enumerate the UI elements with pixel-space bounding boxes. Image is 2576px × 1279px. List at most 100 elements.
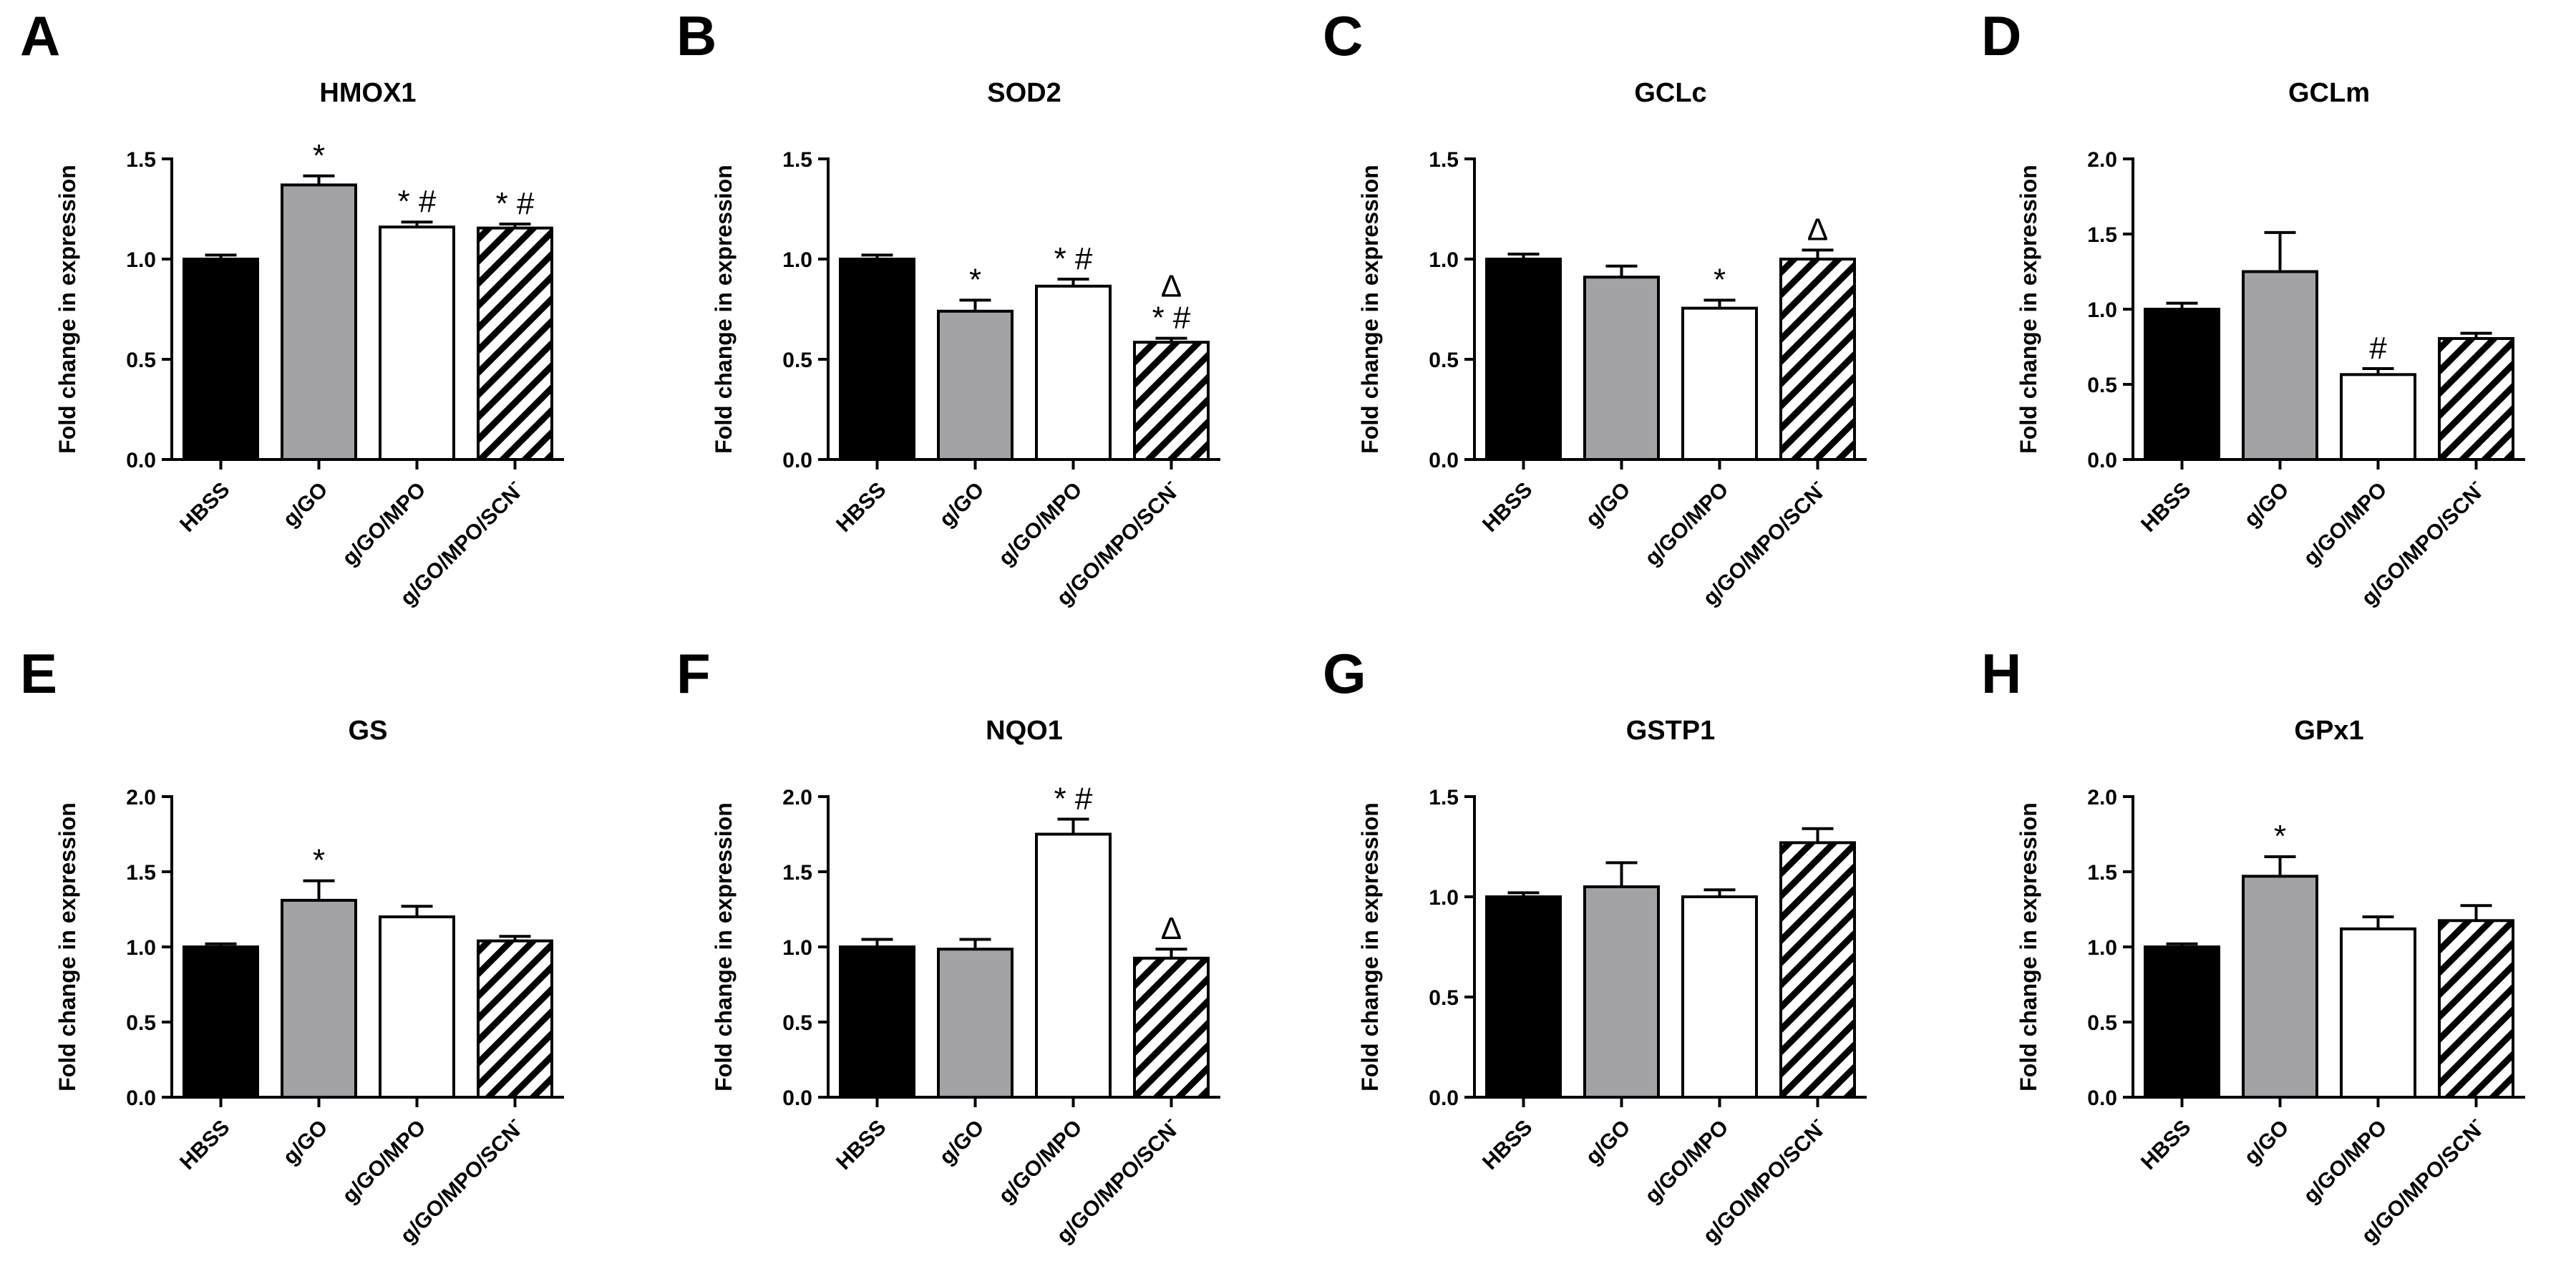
x-tick-label-superscript: -	[1160, 474, 1177, 490]
bar-2	[1583, 276, 1660, 462]
y-tick-label: 1.5	[126, 148, 156, 172]
x-tick-label: g/GO/MPO	[994, 1116, 1087, 1208]
bar-3	[2340, 373, 2416, 461]
y-tick-label: 1.0	[2087, 298, 2117, 322]
chart-panel-e: E GS Fold change in expression * 0.0 0.5 1.0 1.…	[20, 642, 564, 1248]
y-tick-label: 2.0	[126, 786, 156, 809]
y-tick-label: 1.5	[1429, 148, 1459, 172]
y-tick-label: 0.5	[1429, 349, 1459, 372]
y-tick-label: 1.0	[1429, 248, 1459, 272]
x-tick-label: g/GO/MPO	[994, 478, 1087, 570]
y-tick-label: 1.0	[782, 936, 812, 960]
y-tick-label: 0.0	[782, 449, 812, 472]
x-tick-label: g/GO/MPO	[2299, 1116, 2391, 1208]
x-tick-label: g/GO/MPO	[1641, 1116, 1733, 1208]
chart-title: HMOX1	[319, 78, 416, 108]
y-axis-label: Fold change in expression	[1357, 165, 1383, 454]
x-tick-label: g/GO	[2240, 478, 2293, 532]
bar-3	[1035, 832, 1112, 1099]
bar-1	[2144, 308, 2220, 461]
bar-3	[2340, 927, 2416, 1099]
y-tick-label: 0.5	[126, 1011, 156, 1035]
x-tick-label: g/GO/MPO	[1641, 478, 1733, 570]
y-tick-label: 0.5	[782, 349, 812, 372]
bar-1	[1485, 895, 1562, 1099]
y-tick-label: 0.0	[782, 1086, 812, 1110]
x-tick-label: g/GO	[935, 1116, 988, 1169]
significance-label-4: Δ	[1807, 212, 1828, 247]
panel-letter: B	[676, 4, 716, 67]
bar-2	[937, 948, 1014, 1099]
bar-2	[2242, 875, 2318, 1099]
bar-1	[839, 945, 915, 1099]
x-tick-label-superscript: -	[504, 1112, 520, 1128]
y-tick-label: 1.5	[2087, 861, 2117, 885]
y-axis-label: Fold change in expression	[2016, 165, 2041, 454]
bar-1	[1485, 258, 1562, 461]
x-tick-label: HBSS	[2137, 1116, 2195, 1175]
x-tick-label-superscript: -	[2465, 1112, 2482, 1128]
significance-label-3: * #	[1054, 241, 1093, 276]
bar-4	[477, 226, 553, 461]
chart-panel-d: D GCLm Fold change in expression #0.0 0.5 1.0…	[1981, 4, 2525, 611]
y-tick-label: 1.0	[126, 248, 156, 272]
chart-panel-a: A HMOX1 Fold change in expression * * # * # 0.…	[20, 4, 564, 611]
x-tick-label: g/GO	[935, 478, 988, 532]
bar-2	[937, 309, 1014, 461]
significance-label-2: *	[313, 138, 325, 173]
chart-title: SOD2	[987, 78, 1061, 108]
significance-label-3: #	[2369, 331, 2387, 366]
x-tick-label: HBSS	[2137, 478, 2195, 537]
bar-4	[1133, 341, 1210, 462]
bar-4	[1779, 258, 1856, 461]
significance-label-4: Δ	[1161, 269, 1182, 304]
panel-letter: A	[20, 4, 60, 67]
bar-3	[1681, 306, 1758, 461]
y-tick-label: 1.0	[1429, 886, 1459, 910]
significance-label-2: *	[2274, 819, 2286, 854]
y-tick-label: 2.0	[782, 786, 812, 809]
panel-letter: C	[1323, 4, 1363, 67]
y-tick-label: 1.0	[782, 248, 812, 272]
x-tick-label: g/GO/MPO	[338, 478, 430, 570]
chart-panel-g: G GSTP1 Fold change in expression 0.0 0.5 1.0…	[1323, 642, 1867, 1248]
x-tick-label: g/GO	[2240, 1116, 2293, 1169]
y-tick-label: 0.0	[2087, 1086, 2117, 1110]
chart-panel-h: H GPx1 Fold change in expression * 0.0 0.5 1.0…	[1981, 642, 2525, 1248]
y-tick-label: 2.0	[2087, 148, 2117, 172]
x-tick-label-superscript: -	[504, 474, 520, 490]
y-tick-label: 1.0	[2087, 936, 2117, 960]
bar-1	[183, 258, 259, 461]
x-tick-label: g/GO/MPO	[2299, 478, 2391, 570]
chart-title: NQO1	[986, 716, 1063, 746]
y-tick-label: 2.0	[2087, 786, 2117, 809]
x-tick-label: HBSS	[1478, 478, 1537, 537]
x-tick-label: HBSS	[832, 478, 890, 537]
x-tick-label: g/GO	[1581, 478, 1635, 532]
panel-letter: E	[20, 642, 57, 705]
bar-3	[1681, 895, 1758, 1099]
y-tick-label: 0.5	[126, 349, 156, 372]
chart-title: GCLm	[2288, 78, 2370, 108]
x-tick-label: g/GO	[1581, 1116, 1635, 1169]
y-tick-label: 0.5	[2087, 374, 2117, 397]
significance-label-3: *	[1714, 262, 1726, 297]
panel-letter: G	[1323, 642, 1366, 705]
y-axis-label: Fold change in expression	[54, 802, 80, 1091]
x-tick-label: HBSS	[1478, 1116, 1537, 1175]
bar-4	[2438, 919, 2514, 1099]
bar-2	[1583, 885, 1660, 1099]
bar-1	[839, 258, 915, 461]
significance-label-3: * #	[398, 184, 437, 219]
bar-1	[2144, 945, 2220, 1099]
x-tick-label: HBSS	[832, 1116, 890, 1175]
y-tick-label: 1.5	[1429, 786, 1459, 809]
bar-3	[379, 915, 455, 1099]
significance-label-2: *	[969, 262, 981, 297]
x-tick-label: g/GO	[278, 478, 332, 532]
y-tick-label: 0.0	[126, 1086, 156, 1110]
y-tick-label: 0.0	[2087, 449, 2117, 472]
bar-4	[1779, 841, 1856, 1099]
bar-4	[477, 939, 553, 1099]
significance-label-4: * #	[496, 186, 535, 221]
